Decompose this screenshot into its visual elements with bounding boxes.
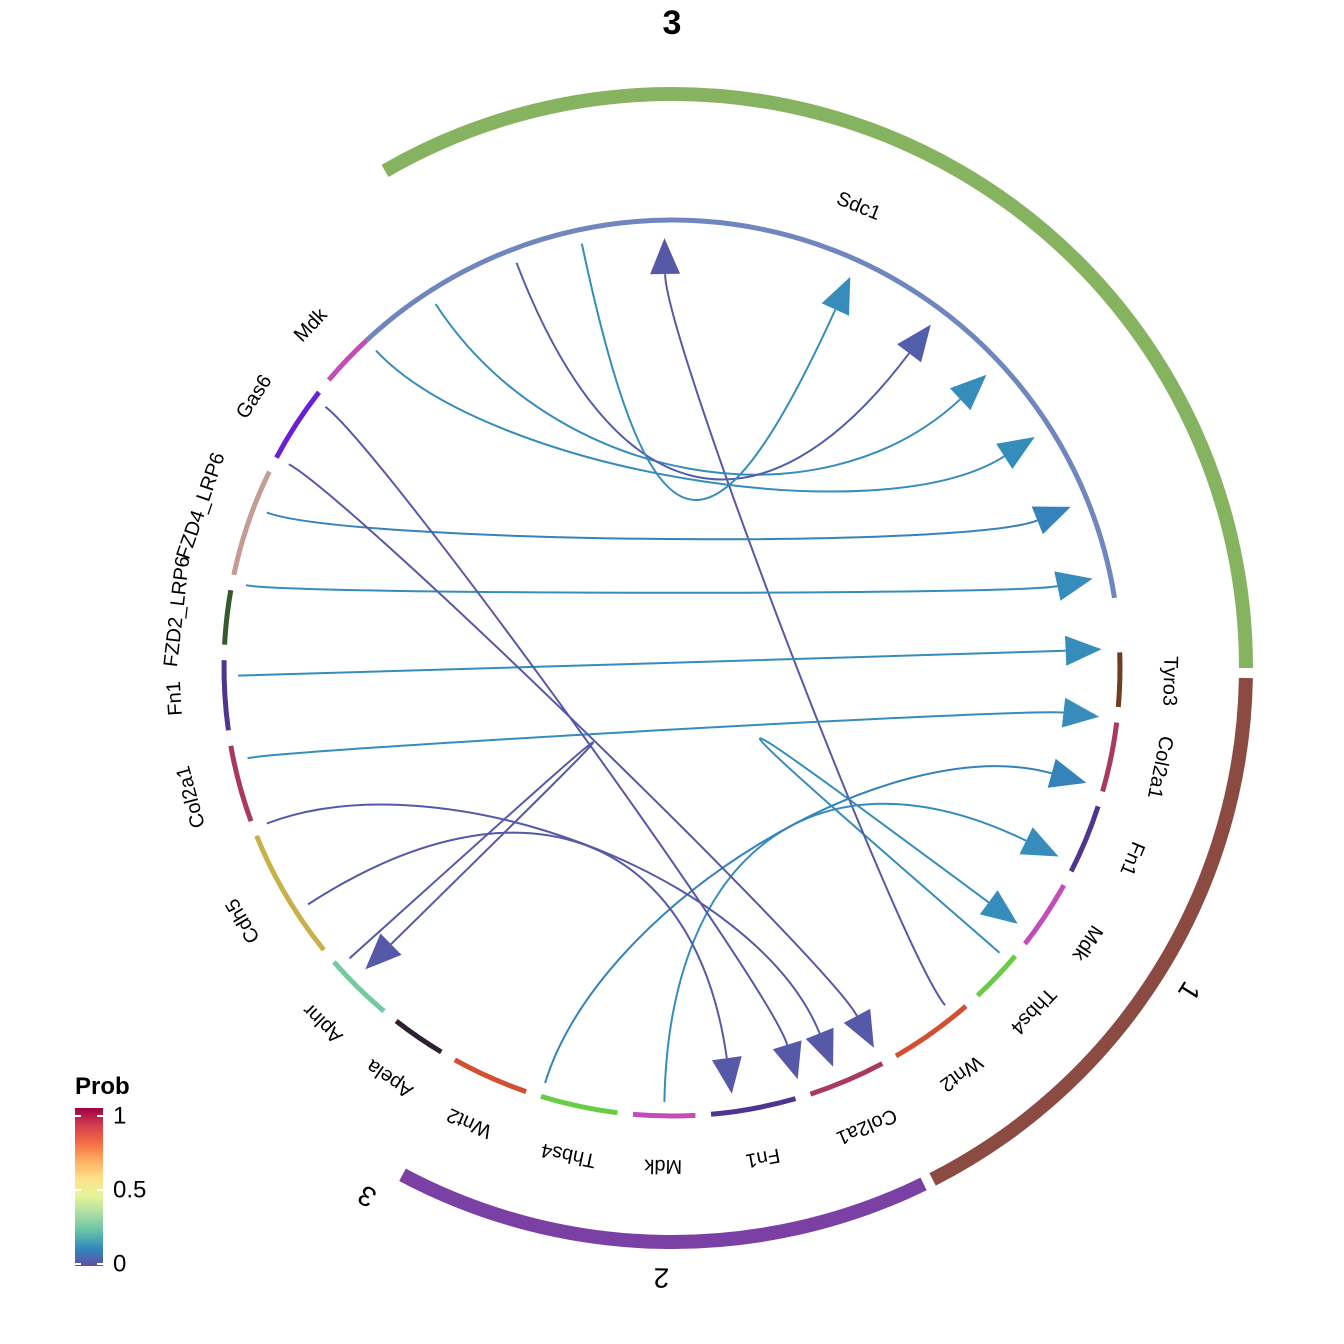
chord-link — [307, 831, 728, 1059]
sector-arc — [222, 589, 234, 645]
sector-label: Tyro3 — [1158, 656, 1181, 707]
sector-label: Mdk — [1067, 921, 1107, 965]
sector-arc — [809, 1061, 884, 1097]
chord-arrowhead — [843, 1008, 874, 1048]
chord-arrowhead — [1031, 506, 1071, 535]
sector-arc — [274, 390, 321, 459]
sector-arc — [364, 217, 1117, 599]
chord-link — [434, 303, 961, 476]
chord-arrowhead — [365, 933, 402, 970]
sector-label: Mdk — [643, 1155, 682, 1178]
chord-link — [245, 584, 1058, 594]
sector-label: Wnt2 — [444, 1103, 496, 1142]
legend-tick-label: 0.5 — [113, 1177, 146, 1204]
sector-arc — [710, 1096, 797, 1117]
sector-arcs — [221, 217, 1123, 1119]
sector-arc — [254, 834, 326, 952]
group-arcs — [381, 87, 1253, 1249]
sector-label: Col2a1 — [1143, 734, 1177, 801]
chord-link — [288, 463, 858, 1017]
group-arc — [381, 87, 1253, 669]
group-arc — [929, 677, 1253, 1186]
chord-arrowhead — [650, 238, 681, 275]
legend-ticks: 10.50 — [75, 1103, 146, 1278]
sector-arc — [975, 954, 1018, 998]
chord-arrowhead — [1054, 571, 1093, 601]
chord-arrowhead — [1047, 758, 1087, 788]
sector-arc — [326, 338, 369, 382]
chord-link — [580, 243, 837, 501]
chord-link — [375, 349, 1005, 493]
chord-link — [348, 741, 594, 960]
sector-label: Thbs4 — [539, 1139, 598, 1172]
group-label: 2 — [653, 1262, 669, 1293]
legend-tick-label: 0 — [113, 1251, 126, 1278]
group-label: 1 — [1172, 976, 1207, 1006]
sector-arc — [228, 745, 254, 823]
chord-link — [238, 649, 1066, 677]
chord-link — [266, 803, 821, 1034]
sector-label: Col2a1 — [172, 763, 210, 830]
sector-arc — [1100, 722, 1120, 793]
chord-links — [238, 238, 1102, 1102]
sector-label: Wnt2 — [936, 1051, 987, 1096]
chord-arrowhead — [897, 324, 931, 363]
chord-arrowhead — [996, 437, 1035, 469]
sector-arc — [394, 1019, 443, 1055]
chord-arrowhead — [1019, 827, 1059, 857]
sector-arc — [1023, 883, 1066, 946]
sector-label: Cdh5 — [221, 895, 264, 947]
chord-link — [759, 737, 1001, 954]
legend: Prob 10.50 — [75, 1073, 146, 1278]
chord-link — [664, 274, 946, 1006]
sector-label: FZD4_LRP6 — [173, 450, 230, 562]
chord-arrowhead — [1061, 697, 1100, 728]
sector-arc — [632, 1111, 696, 1119]
sector-arc — [453, 1057, 527, 1094]
sector-label: Sdc1 — [833, 188, 884, 225]
sector-label: Fn1 — [163, 681, 187, 717]
sector-label: Col2a1 — [833, 1104, 900, 1149]
legend-colorbar — [75, 1108, 103, 1266]
chord-arrowhead — [712, 1056, 742, 1094]
chord-link — [544, 765, 1052, 1084]
chord-link — [324, 406, 789, 1046]
sector-arc — [1068, 805, 1101, 873]
chart-title: 3 — [663, 4, 682, 42]
chord-arrowhead — [949, 374, 987, 411]
chord-link — [663, 802, 1027, 1102]
sector-arc — [332, 960, 386, 1014]
chord-arrowhead — [772, 1040, 802, 1080]
chord-link — [247, 711, 1064, 760]
chord-link — [515, 262, 910, 481]
sector-arc — [1115, 652, 1123, 708]
legend-title: Prob — [75, 1073, 130, 1100]
sector-label: Thbs4 — [1006, 983, 1060, 1038]
sector-arc — [540, 1094, 618, 1116]
sector-label: Aplnr — [298, 999, 347, 1048]
chord-arrowhead — [821, 276, 851, 316]
group-arc — [399, 1168, 927, 1249]
chord-link — [266, 511, 1038, 541]
sector-label: Fn1 — [744, 1144, 782, 1172]
sector-arc — [221, 660, 231, 731]
chord-arrowhead — [805, 1027, 834, 1067]
chord-arrowhead — [1065, 635, 1102, 666]
legend-tick-label: 1 — [113, 1103, 126, 1130]
sector-label: Gas6 — [232, 371, 276, 423]
sector-arc — [231, 470, 272, 576]
sector-arc — [894, 1004, 968, 1059]
sector-label: Apela — [362, 1054, 417, 1102]
chord-arrowhead — [979, 890, 1018, 924]
sector-label: FZD2_LRP6 — [160, 555, 194, 668]
sector-label: Fn1 — [1115, 838, 1149, 878]
group-label: 3 — [353, 1179, 382, 1214]
sector-label: Mdk — [290, 303, 333, 346]
